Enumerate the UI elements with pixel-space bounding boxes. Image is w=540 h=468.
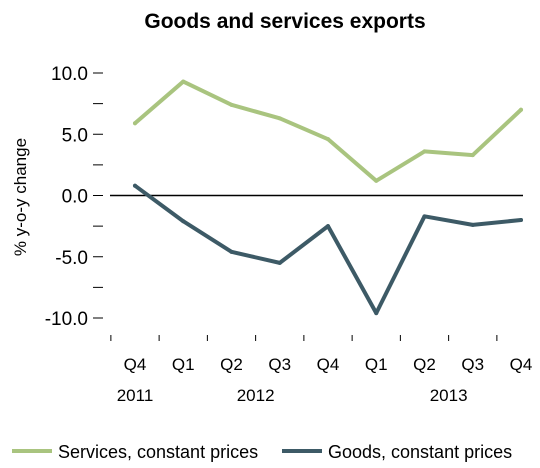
x-tick-label: Q2 <box>413 355 436 374</box>
x-tick-label: Q3 <box>461 355 484 374</box>
data-point <box>133 121 137 126</box>
year-label: 2012 <box>237 386 275 405</box>
series-line-0 <box>133 79 523 183</box>
chart-title: Goods and services exports <box>144 10 425 33</box>
y-axis-label: % y-o-y change <box>11 138 30 256</box>
y-tick-label: -5.0 <box>55 248 88 269</box>
year-label: 2013 <box>430 386 468 405</box>
data-point <box>326 137 330 142</box>
data-point <box>470 153 475 158</box>
series-line-1 <box>133 183 523 316</box>
legend-label: Services, constant prices <box>58 442 258 462</box>
year-label: 2011 <box>117 386 154 405</box>
data-point <box>181 219 186 224</box>
data-point <box>181 79 186 84</box>
data-point <box>277 116 282 121</box>
data-point <box>133 183 137 188</box>
y-tick-label: 10.0 <box>51 64 88 85</box>
x-tick-label: Q1 <box>172 355 195 374</box>
y-tick-label: 0.0 <box>62 187 88 208</box>
data-point <box>229 249 234 254</box>
data-point <box>374 178 379 183</box>
data-point <box>422 214 427 219</box>
data-point <box>422 149 427 154</box>
legend-label: Goods, constant prices <box>328 442 512 462</box>
data-point <box>374 311 379 316</box>
data-point <box>519 218 523 222</box>
x-axis: Q4 Q1 Q2 Q3 Q4 Q1 Q2 Q3 Q4 2011 2012 2013 <box>110 335 533 405</box>
x-tick-label: Q4 <box>124 355 147 374</box>
x-tick-label: Q4 <box>317 355 340 374</box>
plot-area <box>133 79 523 316</box>
x-tick-label: Q4 <box>510 355 533 374</box>
x-tick-label: Q1 <box>365 355 388 374</box>
data-point <box>277 260 282 265</box>
y-tick-label: -10.0 <box>45 309 88 330</box>
y-tick-label: 5.0 <box>62 125 88 146</box>
data-point <box>229 102 234 107</box>
data-point <box>470 222 475 227</box>
data-point <box>326 224 330 229</box>
y-axis: 10.0 5.0 0.0 -5.0 -10.0 <box>45 64 103 330</box>
data-point <box>519 107 523 112</box>
legend: Services, constant prices Goods, constant… <box>12 442 512 462</box>
x-tick-label: Q2 <box>220 355 243 374</box>
x-tick-label: Q3 <box>268 355 291 374</box>
